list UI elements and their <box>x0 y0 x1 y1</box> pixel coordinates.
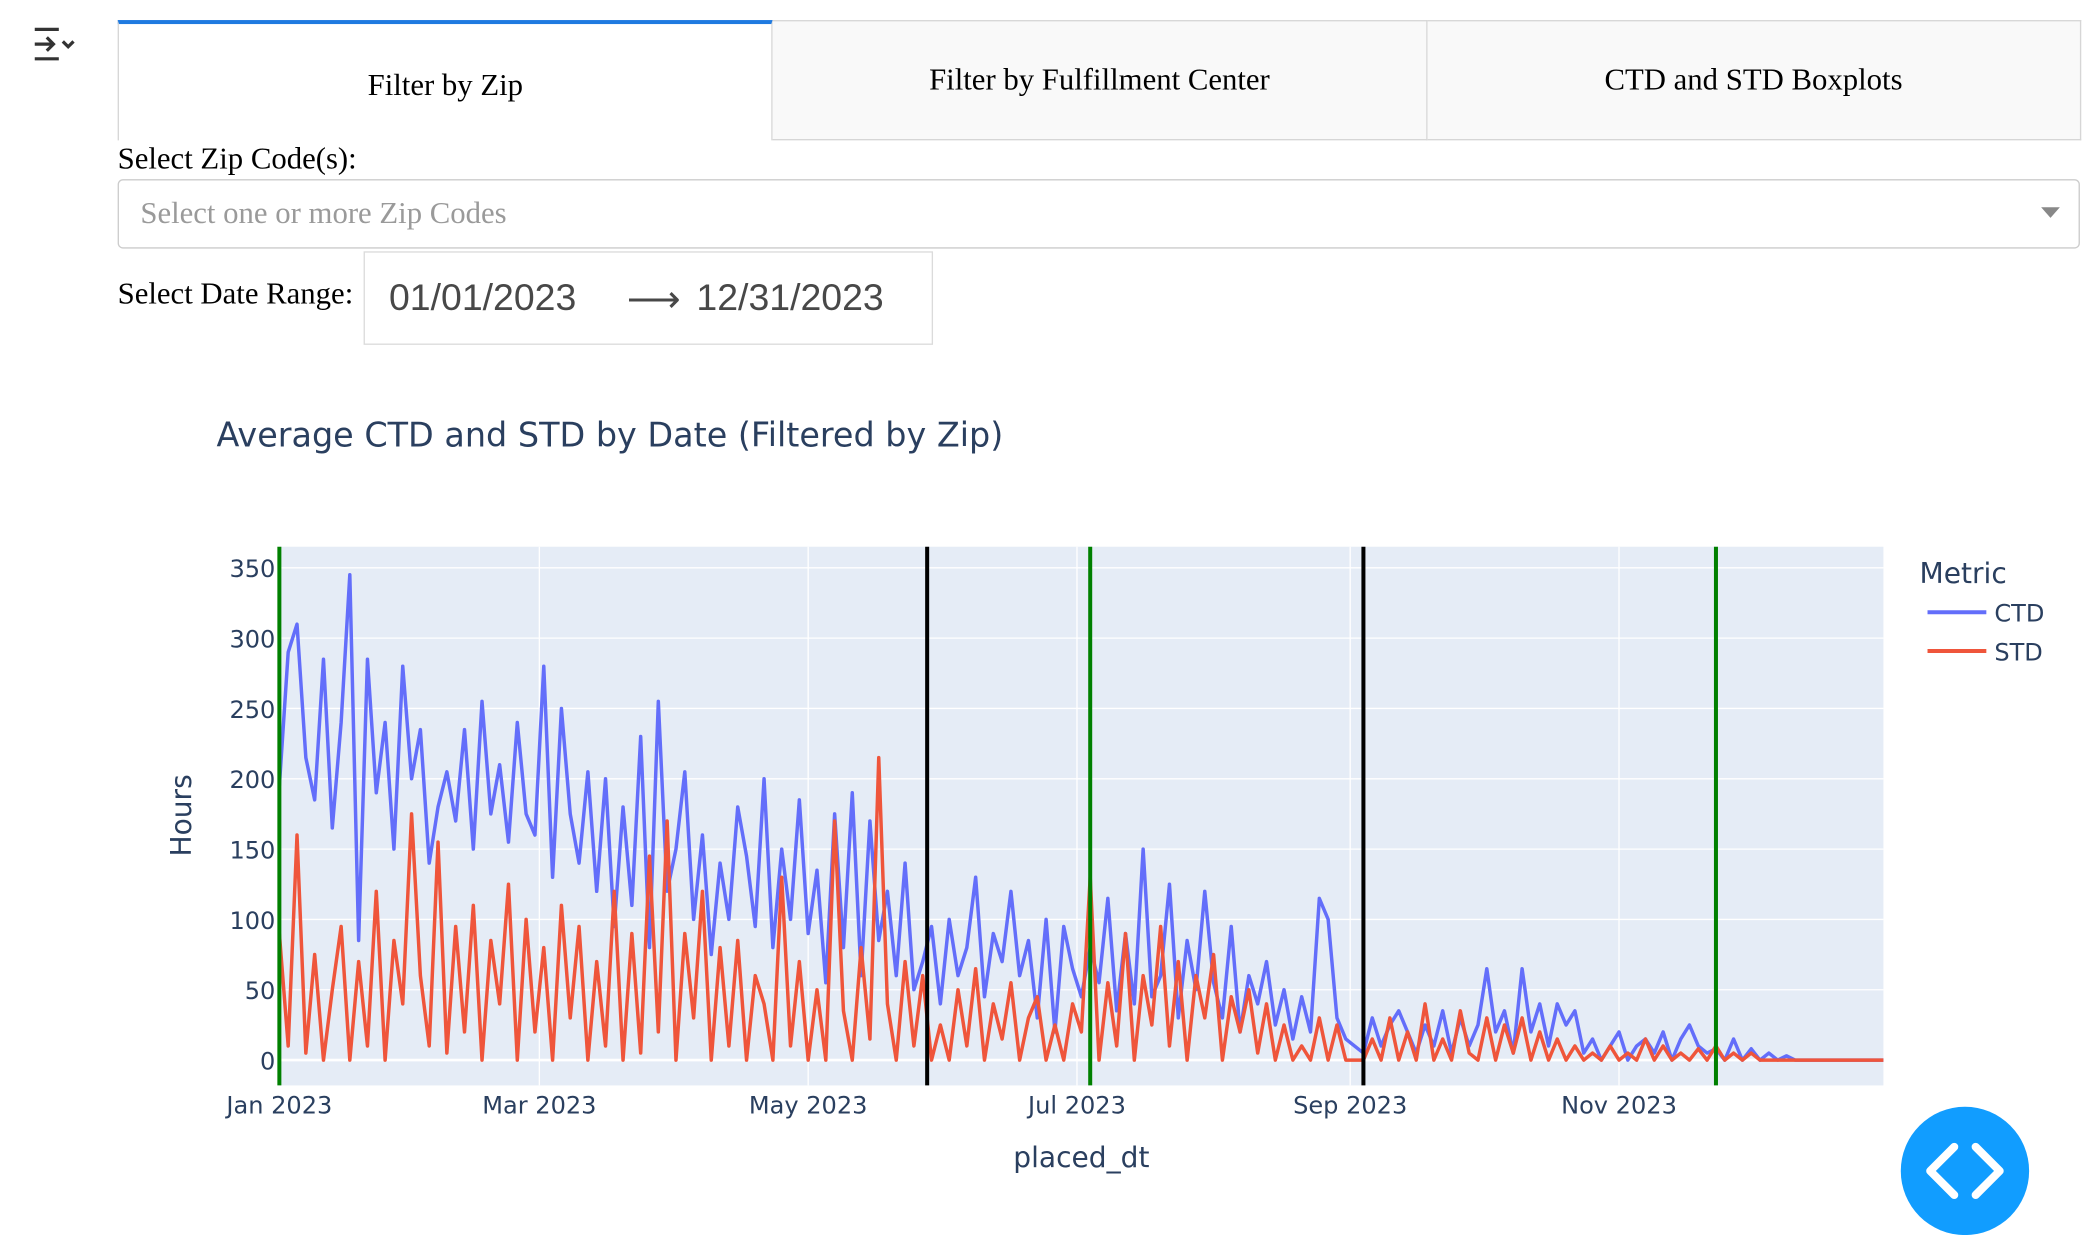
x-tick-label: May 2023 <box>749 1091 868 1119</box>
date-range-picker: 01/01/2023 ⟶ 12/31/2023 <box>363 251 934 345</box>
x-axis-label: placed_dt <box>1013 1141 1149 1174</box>
y-tick-label: 300 <box>229 625 275 653</box>
series-line-std <box>277 755 1884 1062</box>
x-tick-label: Nov 2023 <box>1561 1091 1677 1119</box>
x-tick-label: Jan 2023 <box>224 1091 332 1119</box>
x-tick-label: Sep 2023 <box>1293 1091 1407 1119</box>
arrow-right-icon: ⟶ <box>626 278 681 320</box>
y-tick-label: 200 <box>229 766 275 794</box>
tab-boxplots[interactable]: CTD and STD Boxplots <box>1427 20 2082 141</box>
x-tick-label: Mar 2023 <box>482 1091 596 1119</box>
y-tick-label: 0 <box>260 1047 275 1075</box>
series-line-ctd <box>277 573 1884 1062</box>
legend-label-std: STD <box>1994 638 2042 666</box>
start-date-input[interactable]: 01/01/2023 <box>388 276 577 319</box>
zip-select-label: Select Zip Code(s): <box>117 141 357 176</box>
y-tick-label: 100 <box>229 907 275 935</box>
chart-title: Average CTD and STD by Date (Filtered by… <box>217 415 1004 454</box>
code-brackets-icon <box>1926 1142 2004 1200</box>
legend-label-ctd: CTD <box>1994 600 2044 628</box>
dev-tools-button[interactable] <box>1900 1106 2030 1235</box>
ctd-std-line-chart[interactable]: Average CTD and STD by Date (Filtered by… <box>0 388 2096 1217</box>
tab-filter-by-fulfillment-center[interactable]: Filter by Fulfillment Center <box>773 20 1428 141</box>
y-tick-label: 350 <box>229 555 275 583</box>
zip-code-placeholder: Select one or more Zip Codes <box>140 196 507 230</box>
end-date-input[interactable]: 12/31/2023 <box>696 276 884 319</box>
legend-title: Metric <box>1920 557 2007 590</box>
tab-label: CTD and STD Boxplots <box>1604 62 1903 97</box>
tab-label: Filter by Fulfillment Center <box>929 62 1270 97</box>
y-tick-label: 250 <box>229 696 275 724</box>
x-tick-label: Jul 2023 <box>1026 1091 1126 1119</box>
y-tick-label: 150 <box>229 836 275 864</box>
tab-filter-by-zip[interactable]: Filter by Zip <box>117 20 774 141</box>
sidebar-toggle-button[interactable] <box>29 24 77 64</box>
tab-label: Filter by Zip <box>367 67 524 101</box>
chevron-down-icon <box>2041 207 2060 218</box>
tab-bar: Filter by Zip Filter by Fulfillment Cent… <box>117 20 2082 141</box>
date-range-label: Select Date Range: <box>117 276 354 311</box>
y-axis-label: Hours <box>165 774 198 856</box>
collapse-sidebar-icon <box>34 27 75 61</box>
y-tick-label: 50 <box>245 977 276 1005</box>
zip-code-dropdown[interactable]: Select one or more Zip Codes <box>117 179 2080 249</box>
